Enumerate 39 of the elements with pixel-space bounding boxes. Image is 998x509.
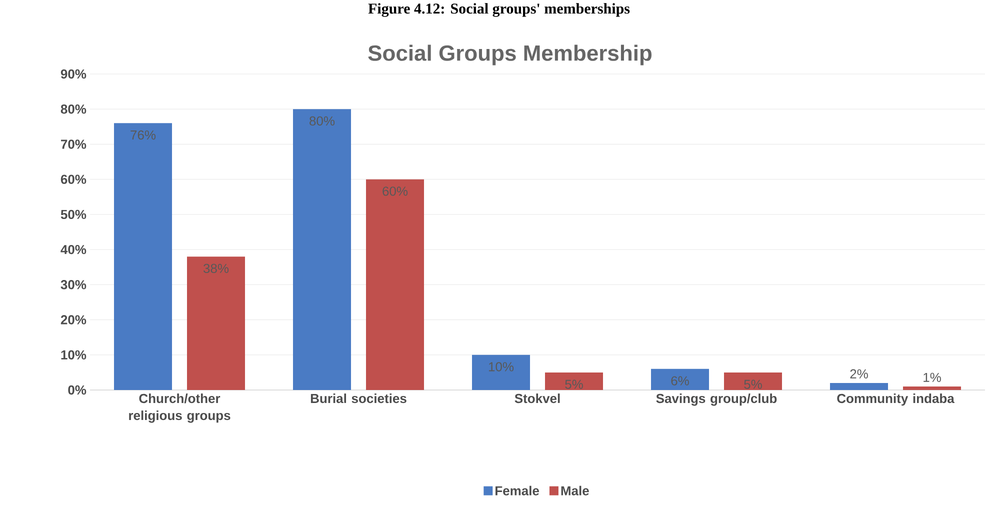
y-tick-label: 20% [60, 315, 86, 324]
y-tick-label: 40% [60, 244, 86, 254]
bar [293, 109, 352, 390]
y-tick-label: 30% [60, 280, 86, 290]
x-tick-label: Burial societies [310, 394, 406, 404]
caption: Figure 4.12: Social groups' memberships [368, 3, 630, 17]
x-tick-label: Savings group/club [656, 394, 777, 406]
y-tick-label: 60% [60, 174, 86, 184]
data-label: 6% [671, 376, 689, 386]
data-label: 5% [565, 380, 583, 389]
bar [545, 372, 604, 390]
data-label: 76% [130, 130, 156, 140]
bar [472, 354, 530, 390]
bar [724, 372, 782, 390]
legend-label: Male [561, 486, 589, 496]
data-label: 80% [310, 116, 335, 126]
data-label: 38% [203, 264, 229, 274]
y-tick-label: 90% [60, 69, 86, 79]
bar [114, 123, 172, 390]
y-tick-label: 50% [60, 210, 86, 220]
bar [366, 179, 424, 390]
x-tick-label: Stokvel [514, 394, 560, 404]
data-label: 1% [924, 372, 941, 382]
y-tick-label: 0% [68, 385, 86, 395]
bar [903, 386, 962, 390]
y-tick-label: 10% [61, 350, 86, 360]
data-label: 60% [382, 186, 408, 196]
data-label: 2% [850, 369, 868, 378]
x-tick-label: Community indaba [837, 394, 954, 406]
y-tick-label: 80% [60, 104, 86, 114]
y-tick-label: 70% [61, 140, 86, 149]
bar [830, 382, 888, 390]
bar [187, 256, 246, 390]
data-label: 10% [488, 362, 514, 372]
data-label: 5% [744, 380, 762, 389]
legend-label: Female [496, 486, 540, 496]
bar [651, 368, 710, 390]
x-tick-label: Church/other religious groups [129, 394, 230, 423]
chart-title: Social Groups Membership [368, 44, 652, 66]
